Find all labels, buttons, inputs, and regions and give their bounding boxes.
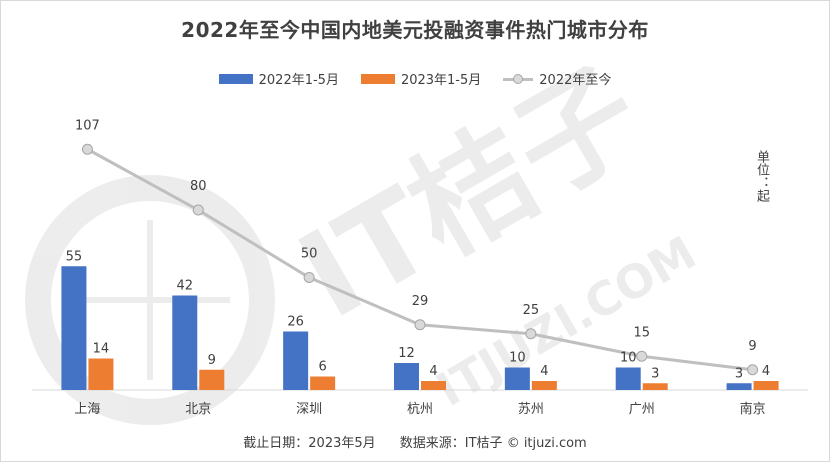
- data-label-2022-to-date: 80: [190, 179, 207, 194]
- source-note: 数据来源：IT桔子 © itjuzi.com: [399, 436, 587, 451]
- data-label-2022-jan-may: 10: [620, 351, 637, 366]
- bar-2022-jan-may: [283, 331, 309, 390]
- legend-swatch-orange: [360, 73, 395, 84]
- line-marker-2022-to-date: [192, 204, 204, 216]
- data-label-2023-jan-may: 4: [429, 364, 437, 379]
- watermark: [25, 175, 275, 425]
- data-label-2023-jan-may: 14: [93, 342, 110, 357]
- bar-2023-jan-may: [421, 381, 446, 390]
- date-note: 截止日期：2023年5月: [243, 436, 376, 451]
- legend-item-2022-jan-may: 2022年1-5月: [218, 69, 339, 88]
- line-marker-2022-to-date: [747, 364, 759, 376]
- bar-2022-jan-may: [61, 266, 87, 390]
- data-label-2022-to-date: 15: [633, 325, 650, 340]
- data-label-2022-to-date: 107: [75, 118, 100, 133]
- x-tick-label: 杭州: [407, 402, 433, 417]
- chart-title: 2022年至今中国内地美元投融资事件热门城市分布: [181, 18, 649, 42]
- bar-2022-jan-may: [615, 367, 641, 390]
- data-label-2022-jan-may: 12: [398, 346, 415, 361]
- x-tick-label: 深圳: [296, 402, 322, 417]
- data-label-2023-jan-may: 6: [319, 360, 327, 375]
- data-label-2022-to-date: 25: [523, 303, 540, 318]
- bar-2023-jan-may: [88, 358, 114, 390]
- line-marker-2022-to-date: [525, 328, 537, 340]
- data-label-2023-jan-may: 4: [540, 364, 548, 379]
- line-marker-2022-to-date: [81, 143, 93, 155]
- legend: 2022年1-5月 2023年1-5月 2022年至今: [0, 69, 830, 88]
- bar-2023-jan-may: [310, 376, 336, 390]
- bar-2022-jan-may: [172, 295, 198, 390]
- x-tick-label: 苏州: [518, 401, 544, 417]
- data-label-2022-to-date: 9: [748, 339, 756, 354]
- data-label-2022-to-date: 29: [412, 294, 429, 309]
- legend-item-2023-jan-may: 2023年1-5月: [360, 69, 482, 88]
- x-tick-label: 上海: [74, 402, 100, 417]
- bar-2023-jan-may: [642, 383, 668, 390]
- unit-label: 单位：起: [754, 150, 769, 202]
- x-tick-label: 北京: [185, 402, 211, 417]
- data-label-2022-jan-may: 26: [287, 315, 304, 330]
- legend-item-2022-to-date: 2022年至今: [503, 69, 611, 88]
- data-label-2023-jan-may: 3: [651, 366, 659, 381]
- data-label-2022-to-date: 50: [301, 247, 318, 262]
- bar-2022-jan-may: [504, 367, 530, 390]
- x-tick-label: 广州: [629, 402, 655, 417]
- legend-label: 2023年1-5月: [400, 73, 482, 88]
- data-label-2023-jan-may: 9: [208, 353, 216, 368]
- data-label-2022-jan-may: 10: [509, 351, 526, 366]
- line-marker-2022-to-date: [414, 319, 426, 331]
- data-label-2022-jan-may: 42: [177, 279, 194, 294]
- bar-2022-jan-may: [726, 383, 752, 390]
- line-marker-2022-to-date: [636, 350, 648, 362]
- data-label-2022-jan-may: 3: [735, 366, 743, 381]
- bar-2022-jan-may: [394, 363, 419, 390]
- legend-swatch-blue: [218, 73, 253, 84]
- data-label-2023-jan-may: 4: [762, 364, 770, 379]
- legend-label: 2022年1-5月: [258, 73, 339, 88]
- line-marker-2022-to-date: [303, 272, 315, 283]
- footer: 截止日期：2023年5月 数据来源：IT桔子 © itjuzi.com: [0, 432, 830, 451]
- bar-2023-jan-may: [753, 381, 779, 390]
- data-label-2022-jan-may: 55: [66, 249, 83, 264]
- bar-2023-jan-may: [199, 369, 225, 390]
- legend-label: 2022年至今: [539, 73, 612, 88]
- x-tick-label: 南京: [740, 401, 766, 417]
- bar-2023-jan-may: [531, 381, 557, 390]
- legend-swatch-line: [503, 73, 534, 84]
